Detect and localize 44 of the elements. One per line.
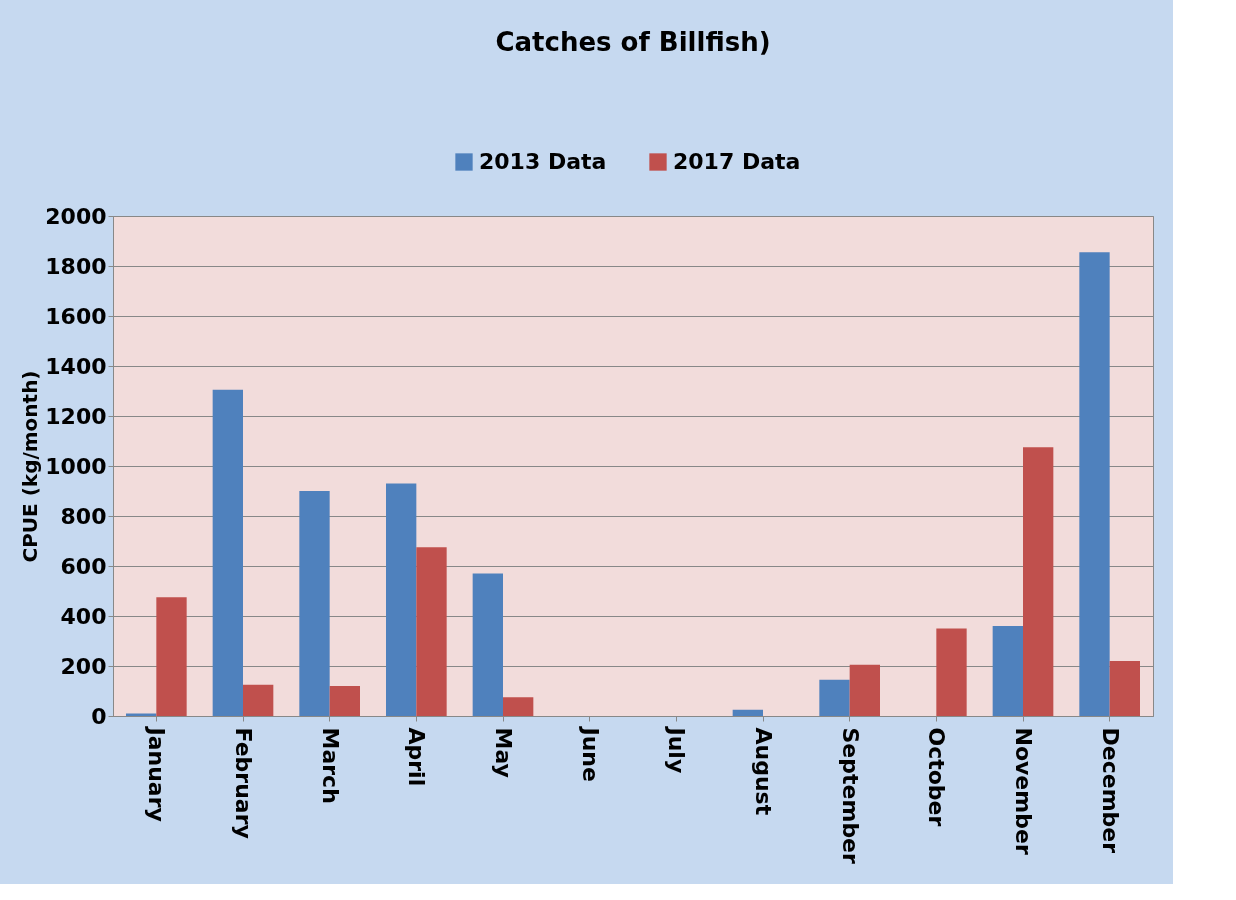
y-tick-label: 200 xyxy=(60,653,107,679)
bar xyxy=(1023,447,1054,716)
y-axis-title: CPUE (kg/month) xyxy=(18,370,43,563)
y-tick-label: 400 xyxy=(60,603,107,629)
legend-label: 2013 Data xyxy=(479,149,607,174)
bar xyxy=(243,684,274,716)
bar xyxy=(212,389,243,716)
x-tick-label: July xyxy=(664,725,690,774)
bar xyxy=(503,697,534,716)
bar xyxy=(386,483,417,716)
bar xyxy=(416,547,447,716)
bar xyxy=(329,686,360,716)
bar xyxy=(472,573,503,716)
x-tick-label: December xyxy=(1097,727,1123,854)
bar xyxy=(992,626,1023,716)
x-tick-label: May xyxy=(491,727,516,778)
bar xyxy=(1079,252,1110,716)
bar xyxy=(819,679,850,716)
y-tick-label: 600 xyxy=(60,553,107,579)
x-tick-label: November xyxy=(1011,727,1036,855)
bar xyxy=(156,597,187,716)
x-tick-label: October xyxy=(924,727,950,827)
bar xyxy=(732,709,763,716)
x-tick-label: June xyxy=(577,725,603,782)
x-tick-label: March xyxy=(317,727,343,804)
bar xyxy=(849,664,880,716)
y-tick-label: 1800 xyxy=(45,253,107,279)
bar xyxy=(299,491,330,716)
y-tick-label: 1000 xyxy=(45,453,107,479)
y-tick-label: 800 xyxy=(60,503,107,529)
legend-label: 2017 Data xyxy=(673,149,801,174)
x-tick-label: January xyxy=(144,725,170,822)
chart-title: Catches of Billfish) xyxy=(495,27,771,57)
y-tick-label: 1600 xyxy=(45,303,107,329)
bar xyxy=(1109,661,1140,716)
y-tick-label: 2000 xyxy=(45,203,107,229)
x-tick-label: August xyxy=(751,727,776,816)
bar xyxy=(936,628,967,716)
x-tick-label: April xyxy=(404,727,430,787)
x-tick-label: September xyxy=(837,727,863,865)
y-tick-label: 0 xyxy=(91,703,107,729)
x-tick-label: February xyxy=(231,727,256,839)
y-tick-label: 1400 xyxy=(45,353,107,379)
y-tick-label: 1200 xyxy=(45,403,107,429)
